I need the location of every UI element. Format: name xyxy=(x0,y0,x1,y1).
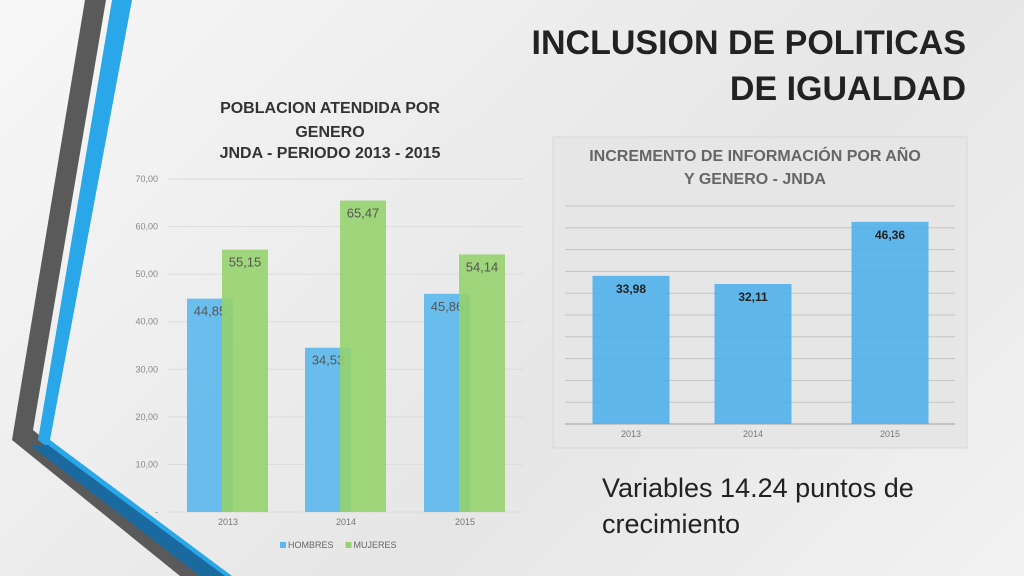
bar xyxy=(222,249,268,513)
data-label: 44,85 xyxy=(194,304,227,319)
decor-stripe xyxy=(38,0,232,576)
data-label: 33,98 xyxy=(616,282,646,296)
chart-subtitle: JNDA - PERIODO 2013 - 2015 xyxy=(219,145,441,162)
x-tick-label: 2013 xyxy=(621,429,641,439)
chart-title: INCREMENTO DE INFORMACIÓN POR AÑO Y GENE… xyxy=(589,148,921,188)
y-tick-label: 20,00 xyxy=(135,412,158,422)
legend-swatch xyxy=(280,542,286,548)
x-tick-label: 2015 xyxy=(880,429,900,439)
data-label: 45,86 xyxy=(431,299,464,314)
y-tick-label: 30,00 xyxy=(135,364,158,374)
data-label: 46,36 xyxy=(875,228,905,242)
bar xyxy=(851,221,929,424)
y-tick-label: 70,00 xyxy=(135,174,158,184)
data-label: 32,11 xyxy=(738,290,768,304)
legend-label: HOMBRES xyxy=(288,540,334,550)
slide-title: INCLUSION DE POLITICAS DE IGUALDAD xyxy=(531,24,966,108)
x-tick-label: 2015 xyxy=(455,517,475,527)
bar xyxy=(592,275,670,424)
bar xyxy=(340,200,386,512)
data-label: 34,53 xyxy=(312,353,345,368)
y-tick-label: 60,00 xyxy=(135,222,158,232)
bar xyxy=(714,284,792,424)
data-label: 54,14 xyxy=(466,259,499,274)
data-label: 55,15 xyxy=(229,255,262,270)
x-tick-label: 2014 xyxy=(336,517,356,527)
chart-title: POBLACION ATENDIDA POR GENERO xyxy=(220,100,440,141)
decor-stripe xyxy=(12,0,210,576)
x-tick-label: 2013 xyxy=(218,517,238,527)
bar xyxy=(459,254,505,512)
caption: Variables 14.24 puntos de crecimiento xyxy=(602,473,914,539)
decor-stripe xyxy=(30,445,225,576)
y-tick-label: 50,00 xyxy=(135,269,158,279)
x-tick-label: 2014 xyxy=(743,429,763,439)
y-tick-label: 10,00 xyxy=(135,459,158,469)
y-tick-label: 40,00 xyxy=(135,317,158,327)
data-label: 65,47 xyxy=(347,206,380,221)
y-tick-label: - xyxy=(155,507,158,517)
legend-swatch xyxy=(345,542,352,548)
legend-label: MUJERES xyxy=(354,540,397,550)
